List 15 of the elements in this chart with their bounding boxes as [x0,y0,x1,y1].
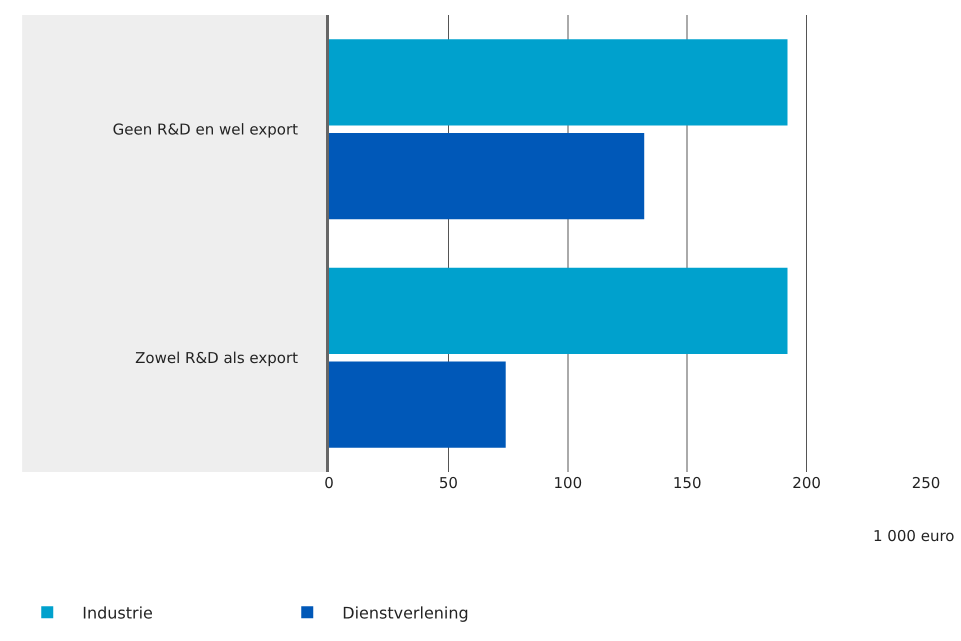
x-tick-label: 200 [792,474,821,492]
bar [329,133,644,220]
x-tick-label: 50 [438,474,458,492]
bar [329,362,506,448]
y-tick-label: Geen R&D en wel export [112,120,298,138]
legend-label: Industrie [82,604,153,623]
bar [329,268,788,354]
bar [329,39,788,126]
y-tick-label: Zowel R&D als export [135,349,298,367]
x-tick-label: 100 [553,474,582,492]
x-tick-label: 0 [324,474,334,492]
x-tick-label: 150 [672,474,702,492]
x-tick-label: 250 [912,474,940,492]
legend-label: Dienstverlening [342,604,469,623]
x-axis-title: 1 000 euro [873,527,954,545]
